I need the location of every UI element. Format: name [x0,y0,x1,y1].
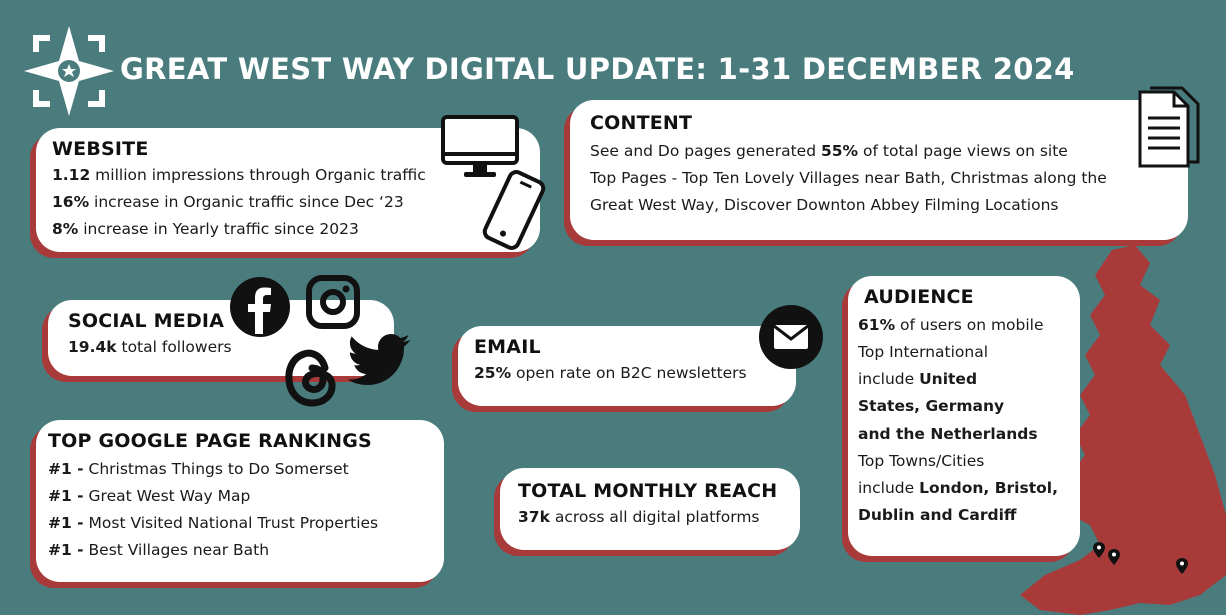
map-pin-icon [1176,558,1188,574]
map-pin-icon [1093,542,1105,558]
audience-towns-1: include London, Bristol, [858,478,1058,497]
ranking-item: #1 - Great West Way Map [48,487,251,506]
reach-card: TOTAL MONTHLY REACH 37k across all digit… [500,468,800,550]
content-top-pages-1: Top Pages - Top Ten Lovely Villages near… [590,169,1107,188]
rankings-card: TOP GOOGLE PAGE RANKINGS #1 - Christmas … [36,420,444,582]
content-heading: CONTENT [590,112,693,134]
email-card: EMAIL 25% open rate on B2C newsletters [458,326,796,406]
reach-heading: TOTAL MONTHLY REACH [518,480,778,502]
website-card: WEBSITE 1.12 million impressions through… [36,128,540,252]
phone-icon [482,170,546,250]
audience-heading: AUDIENCE [864,286,974,308]
page-title: GREAT WEST WAY DIGITAL UPDATE: 1-31 DECE… [120,52,1075,86]
ranking-item: #1 - Best Villages near Bath [48,541,270,560]
website-organic-increase: 16% increase in Organic traffic since De… [52,193,404,212]
audience-towns-2: Dublin and Cardiff [858,505,1017,524]
star-logo-icon [24,26,114,116]
audience-intl-label: Top International [858,343,989,362]
website-impressions: 1.12 million impressions through Organic… [52,166,426,184]
audience-card: AUDIENCE 61% of users on mobile Top Inte… [848,276,1080,556]
document-icon [1138,86,1200,168]
rankings-heading: TOP GOOGLE PAGE RANKINGS [48,430,372,452]
desktop-icon [441,115,519,177]
audience-mobile: 61% of users on mobile [858,316,1044,334]
email-open-rate: 25% open rate on B2C newsletters [474,364,747,382]
content-top-pages-2: Great West Way, Discover Downton Abbey F… [590,196,1059,215]
email-heading: EMAIL [474,336,541,358]
content-see-and-do: See and Do pages generated 55% of total … [590,142,1068,160]
ranking-item: #1 - Most Visited National Trust Propert… [48,514,379,533]
twitter-icon[interactable] [348,334,412,388]
reach-value: 37k across all digital platforms [518,508,760,526]
instagram-icon[interactable] [305,274,361,330]
social-followers: 19.4k total followers [68,338,232,356]
map-pin-icon [1108,549,1120,565]
audience-towns-label: Top Towns/Cities [858,451,985,470]
email-icon[interactable] [758,304,824,370]
audience-intl-2: States, Germany [858,397,1005,416]
website-yearly-increase: 8% increase in Yearly traffic since 2023 [52,220,359,239]
website-heading: WEBSITE [52,138,149,160]
content-card: CONTENT See and Do pages generated 55% o… [570,100,1188,240]
threads-icon[interactable] [282,346,340,408]
audience-intl-3: and the Netherlands [858,424,1038,443]
social-heading: SOCIAL MEDIA [68,310,225,332]
audience-intl-1: include United [858,370,978,389]
ranking-item: #1 - Christmas Things to Do Somerset [48,460,349,478]
facebook-icon[interactable] [229,276,291,338]
